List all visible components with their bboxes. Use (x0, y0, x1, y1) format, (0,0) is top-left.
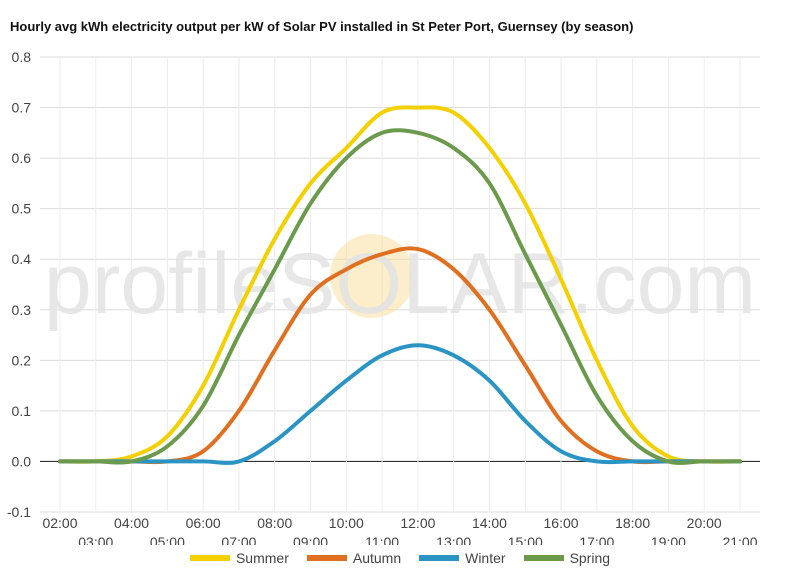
x-tick-label: 16:00 (544, 515, 579, 531)
x-tick-label: 05:00 (150, 534, 185, 545)
y-tick-label: 0.8 (12, 49, 32, 65)
x-tick-label: 17:00 (579, 534, 614, 545)
legend-item-summer[interactable]: Summer (189, 549, 289, 567)
y-tick-label: 0.0 (12, 453, 32, 469)
series-line-winter (58, 343, 742, 465)
legend-label: Summer (235, 550, 289, 566)
y-tick-label: 0.6 (12, 150, 32, 166)
x-tick-label: 13:00 (436, 534, 471, 545)
y-tick-label: 0.7 (12, 100, 32, 116)
legend-item-autumn[interactable]: Autumn (306, 549, 402, 567)
y-tick-label: 0.1 (12, 403, 32, 419)
legend-label: Spring (569, 550, 611, 566)
series-line-spring (58, 128, 742, 465)
legend-label: Autumn (352, 550, 402, 566)
x-tick-label: 08:00 (257, 515, 292, 531)
line-chart: profileSOLAR.com -0.1 0.0 0.1 0.2 0.3 0.4 0.5 0… (7, 49, 760, 545)
x-tick-label: 14:00 (472, 515, 507, 531)
y-tick-label: 0.2 (12, 352, 32, 368)
x-tick-label: 12:00 (400, 515, 435, 531)
x-tick-label: 10:00 (329, 515, 364, 531)
legend-label: Winter (465, 550, 506, 566)
series-line-summer (58, 105, 742, 464)
legend-swatch (419, 555, 460, 561)
x-tick-label: 15:00 (508, 534, 543, 545)
x-tick-label: 19:00 (651, 534, 686, 545)
y-tick-label: 0.3 (12, 302, 32, 318)
y-tick-label: 0.4 (12, 251, 32, 267)
watermark-sun (330, 234, 414, 318)
x-tick-label: 09:00 (293, 534, 328, 545)
x-axis: 02:0003:0004:0005:0006:0007:0008:0009:00… (42, 515, 757, 545)
legend: Summer Autumn Winter Spring (0, 549, 800, 567)
x-tick-label: 02:00 (42, 515, 77, 531)
x-tick-label: 18:00 (615, 515, 650, 531)
series-lines (58, 105, 742, 465)
legend-swatch (523, 555, 564, 561)
x-tick-label: 03:00 (78, 534, 113, 545)
x-tick-label: 11:00 (365, 534, 399, 545)
x-tick-label: 06:00 (186, 515, 221, 531)
y-tick-label: 0.5 (12, 201, 32, 217)
legend-swatch (189, 555, 230, 561)
x-tick-label: 20:00 (687, 515, 722, 531)
legend-item-spring[interactable]: Spring (523, 549, 611, 567)
y-tick-label: -0.1 (7, 504, 31, 520)
watermark: profileSOLAR.com (44, 234, 756, 332)
chart-title: Hourly avg kWh electricity output per kW… (10, 19, 634, 34)
x-tick-label: 21:00 (722, 534, 757, 545)
legend-swatch (306, 555, 347, 561)
x-tick-label: 04:00 (114, 515, 149, 531)
legend-item-winter[interactable]: Winter (419, 549, 506, 567)
x-tick-label: 07:00 (221, 534, 256, 545)
watermark-text: profileSOLAR.com (44, 236, 756, 332)
y-axis: -0.1 0.0 0.1 0.2 0.3 0.4 0.5 0.6 0.7 0.8 (7, 49, 31, 520)
